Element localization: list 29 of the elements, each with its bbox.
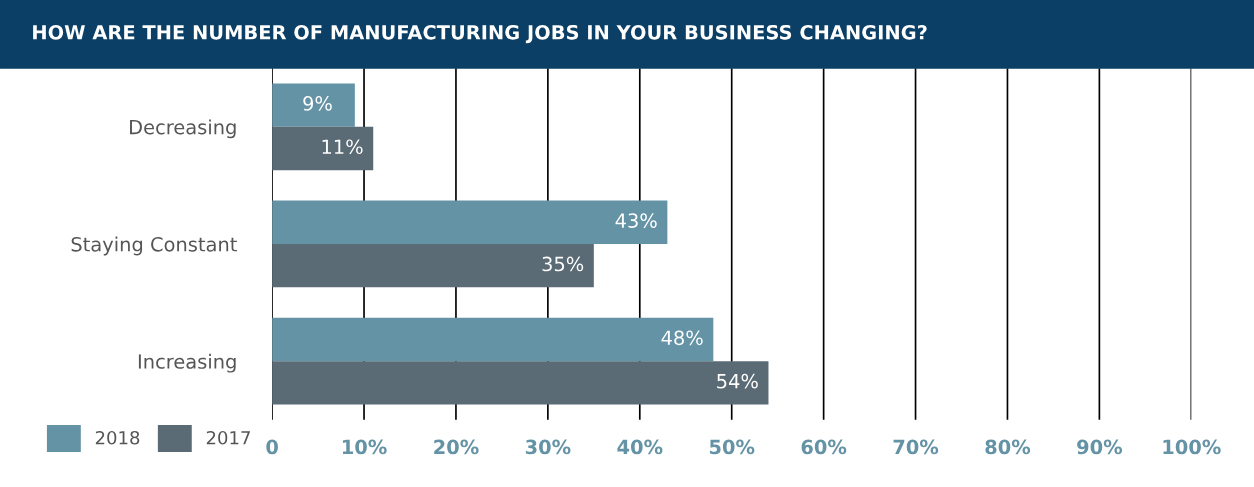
y-tick-label: Decreasing <box>130 119 236 139</box>
y-tick-label: Increasing <box>138 353 236 373</box>
data-label: 48% <box>661 330 703 346</box>
bar <box>272 317 714 362</box>
x-tick-label: 10% <box>342 439 387 455</box>
data-label: 54% <box>717 373 758 389</box>
bar <box>272 83 355 127</box>
x-tick-label: 60% <box>801 439 847 455</box>
bar <box>272 243 594 288</box>
data-label: 11% <box>322 139 363 155</box>
x-tick-label: 90% <box>1077 439 1123 455</box>
x-tick-label: 20% <box>434 439 479 455</box>
x-tick-label: 0 <box>266 439 278 455</box>
x-tick-label: 70% <box>893 439 939 455</box>
y-tick-label: Staying Constant <box>71 236 237 256</box>
bar <box>272 200 668 244</box>
legend-label: 2018 <box>95 430 140 445</box>
chart-title: HOW ARE THE NUMBER OF MANUFACTURING JOBS IN YOUR BUSINESS CHANGING? <box>33 24 927 44</box>
bar <box>272 126 374 171</box>
data-label: 9% <box>303 96 332 111</box>
legend-label: 2017 <box>206 430 250 445</box>
bar <box>272 361 769 405</box>
x-tick-label: 80% <box>985 439 1031 455</box>
data-label: 35% <box>542 256 584 272</box>
x-tick-label: 30% <box>525 439 571 455</box>
x-tick-label: 50% <box>709 439 755 455</box>
x-tick-label: 100% <box>1163 439 1221 455</box>
data-label: 43% <box>615 213 657 228</box>
x-tick-label: 40% <box>617 439 663 455</box>
